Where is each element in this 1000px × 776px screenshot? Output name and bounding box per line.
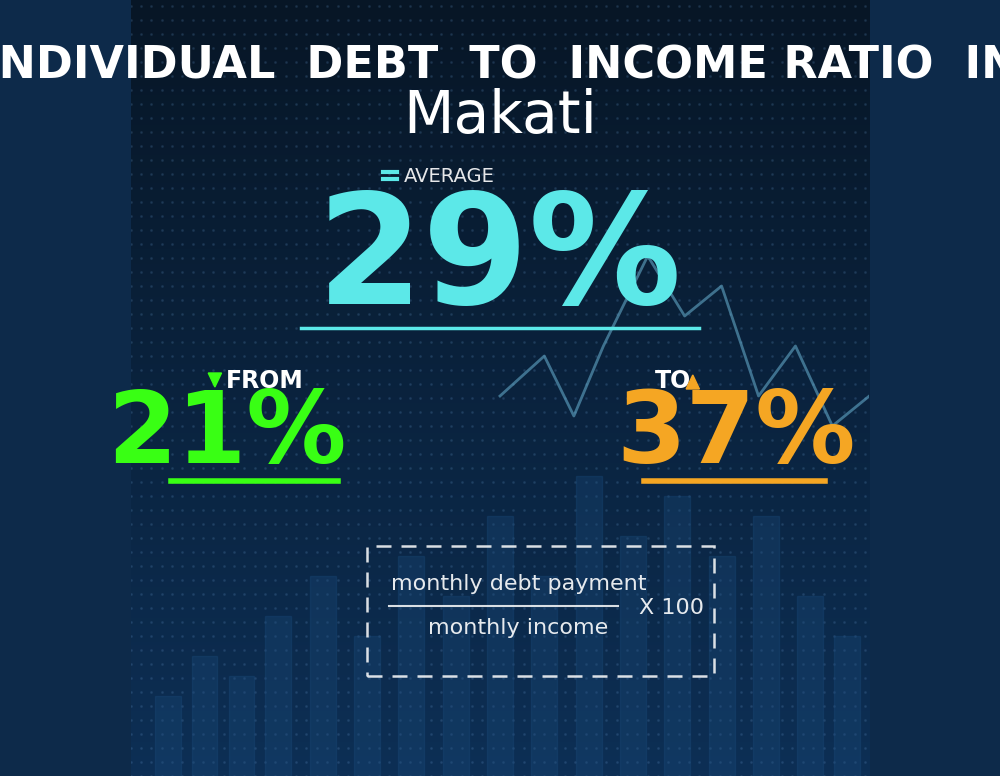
Text: INDIVIDUAL  DEBT  TO  INCOME RATIO  IN: INDIVIDUAL DEBT TO INCOME RATIO IN xyxy=(0,44,1000,88)
Bar xyxy=(664,496,690,776)
Text: TO: TO xyxy=(655,369,691,393)
Text: monthly income: monthly income xyxy=(428,618,609,638)
Text: AVERAGE: AVERAGE xyxy=(404,167,495,185)
Text: X 100: X 100 xyxy=(639,598,704,618)
Bar xyxy=(797,596,823,776)
Text: 37%: 37% xyxy=(617,387,856,484)
Text: Makati: Makati xyxy=(403,88,597,144)
Polygon shape xyxy=(208,373,222,387)
Text: 21%: 21% xyxy=(107,387,346,484)
Text: 29%: 29% xyxy=(317,186,683,335)
Bar xyxy=(265,616,291,776)
Bar xyxy=(192,656,217,776)
Bar xyxy=(487,516,513,776)
Bar xyxy=(576,476,602,776)
Bar xyxy=(620,536,646,776)
Bar xyxy=(155,696,181,776)
Text: monthly debt payment: monthly debt payment xyxy=(391,574,646,594)
Bar xyxy=(443,596,469,776)
Bar xyxy=(753,516,779,776)
Bar xyxy=(709,556,735,776)
Bar xyxy=(531,576,557,776)
Bar xyxy=(310,576,336,776)
Polygon shape xyxy=(686,375,699,389)
Bar xyxy=(398,556,424,776)
Bar xyxy=(834,636,860,776)
Bar xyxy=(229,676,254,776)
Bar xyxy=(354,636,380,776)
Text: FROM: FROM xyxy=(226,369,304,393)
